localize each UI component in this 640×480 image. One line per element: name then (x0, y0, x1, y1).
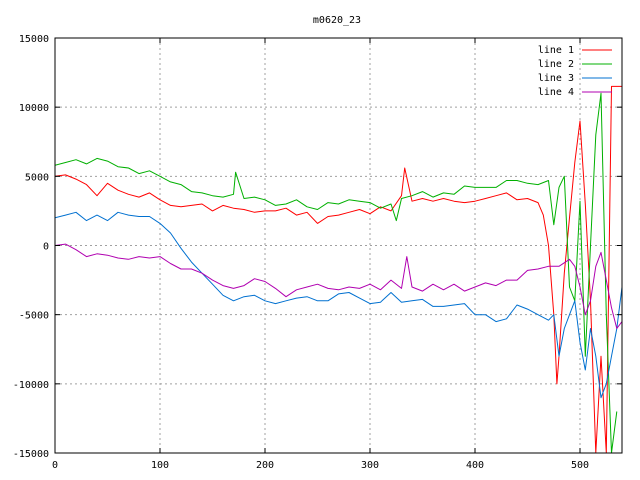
series-line-2 (55, 92, 618, 453)
x-tick-label: 400 (466, 460, 484, 471)
x-tick-label: 100 (151, 460, 169, 471)
x-tick-label: 0 (52, 460, 58, 471)
x-tick-label: 500 (571, 460, 589, 471)
series-line-1 (55, 85, 622, 453)
y-tick-label: -5000 (19, 311, 49, 322)
y-tick-label: -10000 (13, 380, 49, 391)
x-tick-label: 200 (256, 460, 274, 471)
legend-label: line 1 (538, 45, 574, 56)
y-tick-label: 10000 (19, 103, 49, 114)
legend-label: line 2 (538, 59, 574, 70)
y-tick-label: -15000 (13, 449, 49, 460)
x-tick-label: 300 (361, 460, 379, 471)
y-tick-label: 15000 (19, 34, 49, 45)
grid-lines (55, 38, 622, 453)
y-tick-label: 5000 (25, 172, 49, 183)
axis-ticks: 0 100 200 300 400 500 -15000 -10000 -5000 0 5000 10… (13, 34, 622, 471)
series-line-4 (55, 243, 622, 329)
series-line-3 (55, 211, 622, 399)
series-layer (55, 85, 622, 453)
chart-title: m0620_23 (313, 15, 361, 26)
y-tick-label: 0 (43, 242, 49, 253)
legend-label: line 4 (538, 87, 574, 98)
legend: line 1 line 2 line 3 line 4 (538, 45, 612, 98)
legend-label: line 3 (538, 73, 574, 84)
